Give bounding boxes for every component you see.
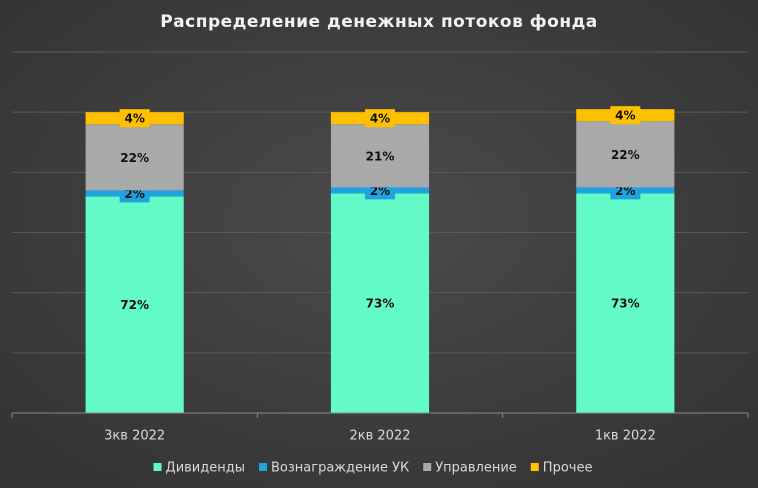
legend-label: Управление <box>435 461 517 476</box>
data-label: 22% <box>120 151 149 165</box>
data-label: 2% <box>370 184 390 198</box>
x-tick-label: 2кв 2022 <box>349 429 410 444</box>
bar-segment <box>576 121 675 188</box>
data-label: 2% <box>124 187 144 201</box>
data-label: 4% <box>615 109 635 123</box>
label-box <box>610 106 641 125</box>
data-label: 4% <box>124 112 144 126</box>
bar-segment <box>85 196 184 413</box>
legend-swatch <box>259 463 267 471</box>
data-label: 2% <box>615 184 635 198</box>
data-label: 73% <box>611 297 640 311</box>
bar-segment <box>576 193 675 413</box>
data-label: 22% <box>611 148 640 162</box>
legend-swatch <box>153 463 162 471</box>
data-label: 72% <box>120 298 149 312</box>
x-tick-label: 1кв 2022 <box>595 429 656 444</box>
data-label: 73% <box>366 297 395 311</box>
bar-segment <box>330 124 430 188</box>
chart-title: Распределение денежных потоков фонда <box>160 12 598 32</box>
x-tick-label: 3кв 2022 <box>104 429 165 444</box>
legend-swatch <box>423 463 432 471</box>
legend-label: Вознаграждение УК <box>271 461 409 476</box>
legend-label: Прочее <box>543 461 593 476</box>
label-box <box>365 109 395 128</box>
bar-segment <box>330 193 430 413</box>
data-label: 21% <box>366 149 395 163</box>
legend-swatch <box>530 463 539 471</box>
bar-segment <box>85 124 184 191</box>
label-box <box>119 109 150 128</box>
data-label: 4% <box>370 112 390 126</box>
legend-label: Дивиденды <box>166 461 245 476</box>
